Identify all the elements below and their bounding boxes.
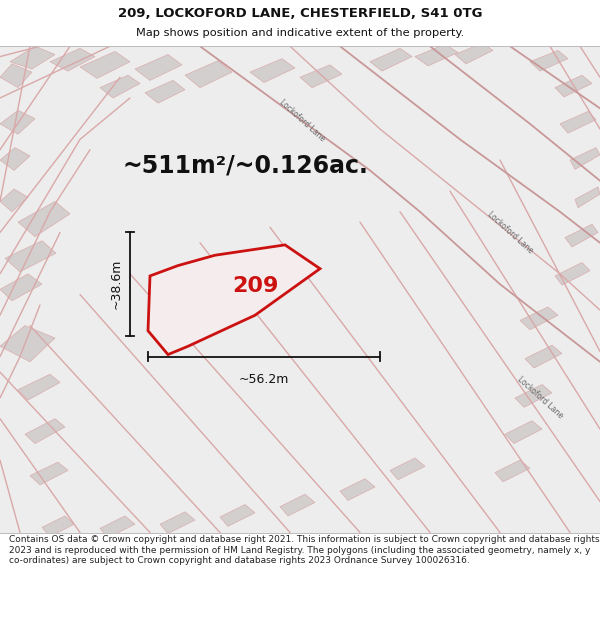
Polygon shape bbox=[0, 111, 35, 134]
Polygon shape bbox=[520, 307, 558, 330]
Polygon shape bbox=[415, 44, 458, 66]
Polygon shape bbox=[250, 59, 295, 82]
Text: Lockoford Lane: Lockoford Lane bbox=[515, 375, 565, 421]
Polygon shape bbox=[495, 460, 530, 482]
Text: 209: 209 bbox=[232, 276, 278, 296]
Polygon shape bbox=[525, 345, 562, 368]
Polygon shape bbox=[0, 189, 28, 212]
Polygon shape bbox=[340, 479, 375, 501]
Text: Lockoford Lane: Lockoford Lane bbox=[277, 98, 326, 144]
Polygon shape bbox=[370, 48, 412, 71]
Text: ~511m²/~0.126ac.: ~511m²/~0.126ac. bbox=[122, 153, 368, 178]
Text: Lockoford Lane: Lockoford Lane bbox=[485, 210, 535, 255]
Polygon shape bbox=[42, 516, 74, 537]
Text: Contains OS data © Crown copyright and database right 2021. This information is : Contains OS data © Crown copyright and d… bbox=[9, 535, 599, 565]
Polygon shape bbox=[160, 512, 195, 534]
Polygon shape bbox=[148, 245, 320, 354]
Polygon shape bbox=[515, 384, 552, 408]
Polygon shape bbox=[0, 326, 55, 362]
Polygon shape bbox=[530, 51, 568, 71]
Polygon shape bbox=[390, 458, 425, 480]
Polygon shape bbox=[100, 516, 135, 538]
Text: ~38.6m: ~38.6m bbox=[110, 259, 122, 309]
Polygon shape bbox=[50, 48, 95, 71]
Polygon shape bbox=[80, 51, 130, 78]
Polygon shape bbox=[5, 241, 56, 272]
Polygon shape bbox=[30, 462, 68, 485]
Polygon shape bbox=[18, 201, 70, 237]
Polygon shape bbox=[565, 224, 598, 247]
Polygon shape bbox=[145, 81, 185, 103]
Text: 209, LOCKOFORD LANE, CHESTERFIELD, S41 0TG: 209, LOCKOFORD LANE, CHESTERFIELD, S41 0… bbox=[118, 8, 482, 21]
Polygon shape bbox=[100, 75, 140, 98]
Polygon shape bbox=[220, 504, 255, 526]
Polygon shape bbox=[560, 111, 596, 133]
Polygon shape bbox=[280, 494, 315, 516]
Polygon shape bbox=[555, 75, 592, 97]
Polygon shape bbox=[10, 46, 55, 69]
Polygon shape bbox=[455, 43, 493, 64]
Polygon shape bbox=[570, 148, 600, 169]
Polygon shape bbox=[0, 148, 30, 171]
Polygon shape bbox=[505, 421, 542, 444]
Polygon shape bbox=[0, 64, 32, 88]
Text: ~56.2m: ~56.2m bbox=[239, 373, 289, 386]
Polygon shape bbox=[135, 54, 182, 81]
Polygon shape bbox=[25, 419, 65, 444]
Polygon shape bbox=[575, 187, 600, 208]
Polygon shape bbox=[555, 262, 590, 285]
Polygon shape bbox=[185, 61, 232, 88]
Polygon shape bbox=[0, 274, 42, 301]
Text: Map shows position and indicative extent of the property.: Map shows position and indicative extent… bbox=[136, 28, 464, 38]
Polygon shape bbox=[18, 374, 60, 400]
Polygon shape bbox=[300, 65, 342, 88]
